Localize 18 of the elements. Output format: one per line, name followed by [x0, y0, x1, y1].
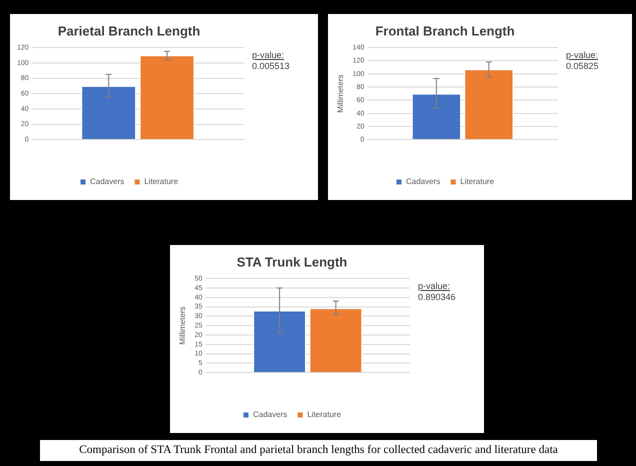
legend-label: Cadavers: [90, 177, 124, 186]
chart-title: STA Trunk Length: [236, 254, 348, 270]
legend-label: Literature: [307, 410, 342, 420]
chart-title: Frontal Branch Length: [375, 23, 515, 38]
text: p-value:: [566, 50, 599, 61]
text: 0.005513: [252, 61, 290, 72]
text: Comparison of STA Trunk Frontal and parietal branch lengths for collected cadaveric and literature data: [40, 440, 597, 461]
y-axis-title: Millimeters: [336, 74, 346, 113]
legend-label: Cadavers: [406, 177, 440, 186]
text: 0.890346: [418, 292, 456, 303]
text: p-value:: [252, 50, 286, 61]
legend-label: Literature: [460, 177, 495, 186]
text: p-value:: [418, 281, 452, 292]
legend-label: Cadavers: [252, 410, 288, 420]
text: 0.05825: [566, 61, 599, 72]
y-axis-title: Millimeters: [178, 306, 188, 345]
chart-title: Parietal Branch Length: [58, 23, 200, 38]
legend-label: Literature: [144, 177, 179, 186]
